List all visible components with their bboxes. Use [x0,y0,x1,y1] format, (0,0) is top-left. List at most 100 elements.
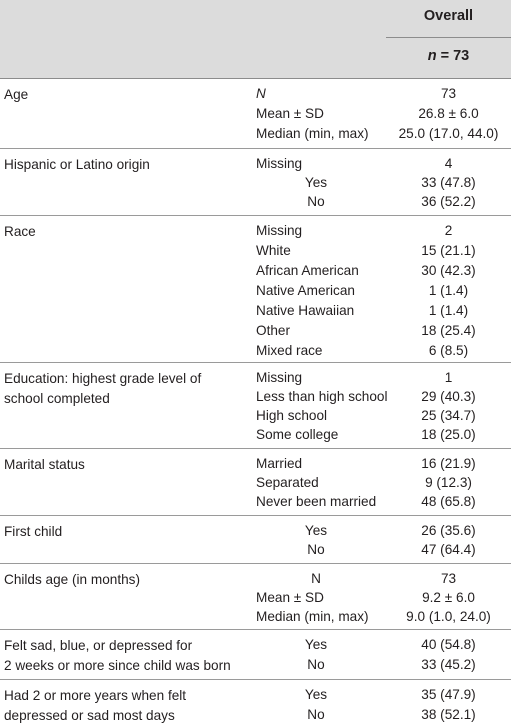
group-label: Felt sad, blue, or depressed for 2 weeks… [4,636,254,676]
row-level: N [256,86,266,101]
table-row: Missing 2 [0,221,511,241]
header-rule [0,78,511,79]
row-value: 47 (64.4) [421,542,476,557]
row-value: 9.0 (1.0, 24.0) [406,609,491,624]
group-hispanic-origin: Hispanic or Latino origin Missing 4 Yes … [0,149,511,216]
group-label-line: Had 2 or more years when felt [4,688,187,703]
row-value: 73 [440,571,457,586]
table-row: Mixed race 6 (8.5) [0,341,511,361]
group-label: Race [4,224,36,239]
column-header-overall: Overall [423,8,474,24]
group-label-line: 2 weeks or more since child was born [4,658,231,673]
table-row: High school 25 (34.7) [0,406,511,426]
table-row: Mean ± SD 9.2 ± 6.0 [0,588,511,608]
table-row: No 38 (52.1) [0,705,511,725]
row-level: Some college [256,427,339,442]
table-row: Yes 26 (35.6) [0,521,511,541]
row-level: Yes [304,175,328,190]
group-label: Hispanic or Latino origin [4,157,150,172]
row-value: 36 (52.2) [421,194,476,209]
table-row: African American 30 (42.3) [0,261,511,281]
table-row: Other 18 (25.4) [0,321,511,341]
table-row: Yes 40 (54.8) [0,635,511,655]
group-age: Age N 73 Mean ± SD 26.8 ± 6.0 Median (mi… [0,79,511,149]
row-value: 1 (1.4) [428,303,469,318]
table-row: Native American 1 (1.4) [0,281,511,301]
row-level: Yes [304,523,328,538]
table-row: Some college 18 (25.0) [0,425,511,445]
table-row: Native Hawaiian 1 (1.4) [0,301,511,321]
group-felt-sad: Felt sad, blue, or depressed for 2 weeks… [0,630,511,680]
table-row: Married 16 (21.9) [0,454,511,474]
group-label: Age [4,87,29,102]
column-header-n: n = 73 [386,48,511,64]
row-level: Missing [256,370,303,385]
table-row: Less than high school 29 (40.3) [0,387,511,407]
row-value: 33 (45.2) [421,657,476,672]
row-level: Other [256,323,290,338]
row-level: N [311,571,321,586]
row-value: 30 (42.3) [421,263,476,278]
row-value: 6 (8.5) [428,343,469,358]
row-level: White [256,243,291,258]
row-level: No [307,542,325,557]
row-value: 73 [440,86,457,101]
row-level: Native Hawaiian [256,303,355,318]
group-years-depressed: Had 2 or more years when felt depressed … [0,680,511,728]
row-value: 18 (25.0) [421,427,476,442]
group-education: Education: highest grade level of school… [0,363,511,449]
group-race: Race Missing 2 White 15 (21.1) African A… [0,216,511,363]
row-level: African American [256,263,359,278]
row-level: Missing [256,156,303,171]
table-row: Missing 4 [0,154,511,174]
row-value: 48 (65.8) [421,494,476,509]
table-row: Mean ± SD 26.8 ± 6.0 [0,104,511,124]
row-value: 26 (35.6) [421,523,476,538]
row-level: Mean ± SD [256,590,324,605]
row-value: 40 (54.8) [421,637,476,652]
row-value: 33 (47.8) [421,175,476,190]
table-row: Median (min, max) 9.0 (1.0, 24.0) [0,607,511,627]
group-first-child: First child Yes 26 (35.6) No 47 (64.4) [0,516,511,564]
row-value: 16 (21.9) [421,456,476,471]
row-value: 18 (25.4) [421,323,476,338]
table-header: Overall n = 73 [0,0,511,79]
row-level: Mixed race [256,343,323,358]
group-label: Education: highest grade level of school… [4,369,254,409]
row-level: Separated [256,475,319,490]
table-row: N 73 [0,569,511,589]
table-row: Median (min, max) 25.0 (17.0, 44.0) [0,124,511,144]
row-level: Median (min, max) [256,609,369,624]
group-marital-status: Marital status Married 16 (21.9) Separat… [0,449,511,516]
row-level: No [307,707,325,722]
table-row: Never been married 48 (65.8) [0,492,511,512]
row-level: Missing [256,223,303,238]
row-level: Median (min, max) [256,126,369,141]
group-label: Had 2 or more years when felt depressed … [4,686,254,726]
row-value: 15 (21.1) [421,243,476,258]
table-row: Yes 33 (47.8) [0,173,511,193]
table-row: White 15 (21.1) [0,241,511,261]
group-childs-age: Childs age (in months) N 73 Mean ± SD 9.… [0,564,511,630]
group-label-line: Felt sad, blue, or depressed for [4,638,193,653]
row-value: 25.0 (17.0, 44.0) [398,126,499,141]
row-value: 25 (34.7) [421,408,476,423]
row-value: 35 (47.9) [421,687,476,702]
table-row: Separated 9 (12.3) [0,473,511,493]
table-row: No 36 (52.2) [0,192,511,212]
row-value: 2 [444,223,453,238]
row-value: 9.2 ± 6.0 [422,590,475,605]
table-row: No 47 (64.4) [0,540,511,560]
row-level: Less than high school [256,389,388,404]
row-value: 29 (40.3) [421,389,476,404]
row-level: Yes [304,687,328,702]
row-level: No [307,194,325,209]
table-row: Yes 35 (47.9) [0,685,511,705]
group-label: Childs age (in months) [4,572,140,587]
table-row: Missing 1 [0,368,511,388]
header-divider [386,37,511,38]
table-row: No 33 (45.2) [0,655,511,675]
row-level: Married [256,456,303,471]
row-value: 1 (1.4) [428,283,469,298]
